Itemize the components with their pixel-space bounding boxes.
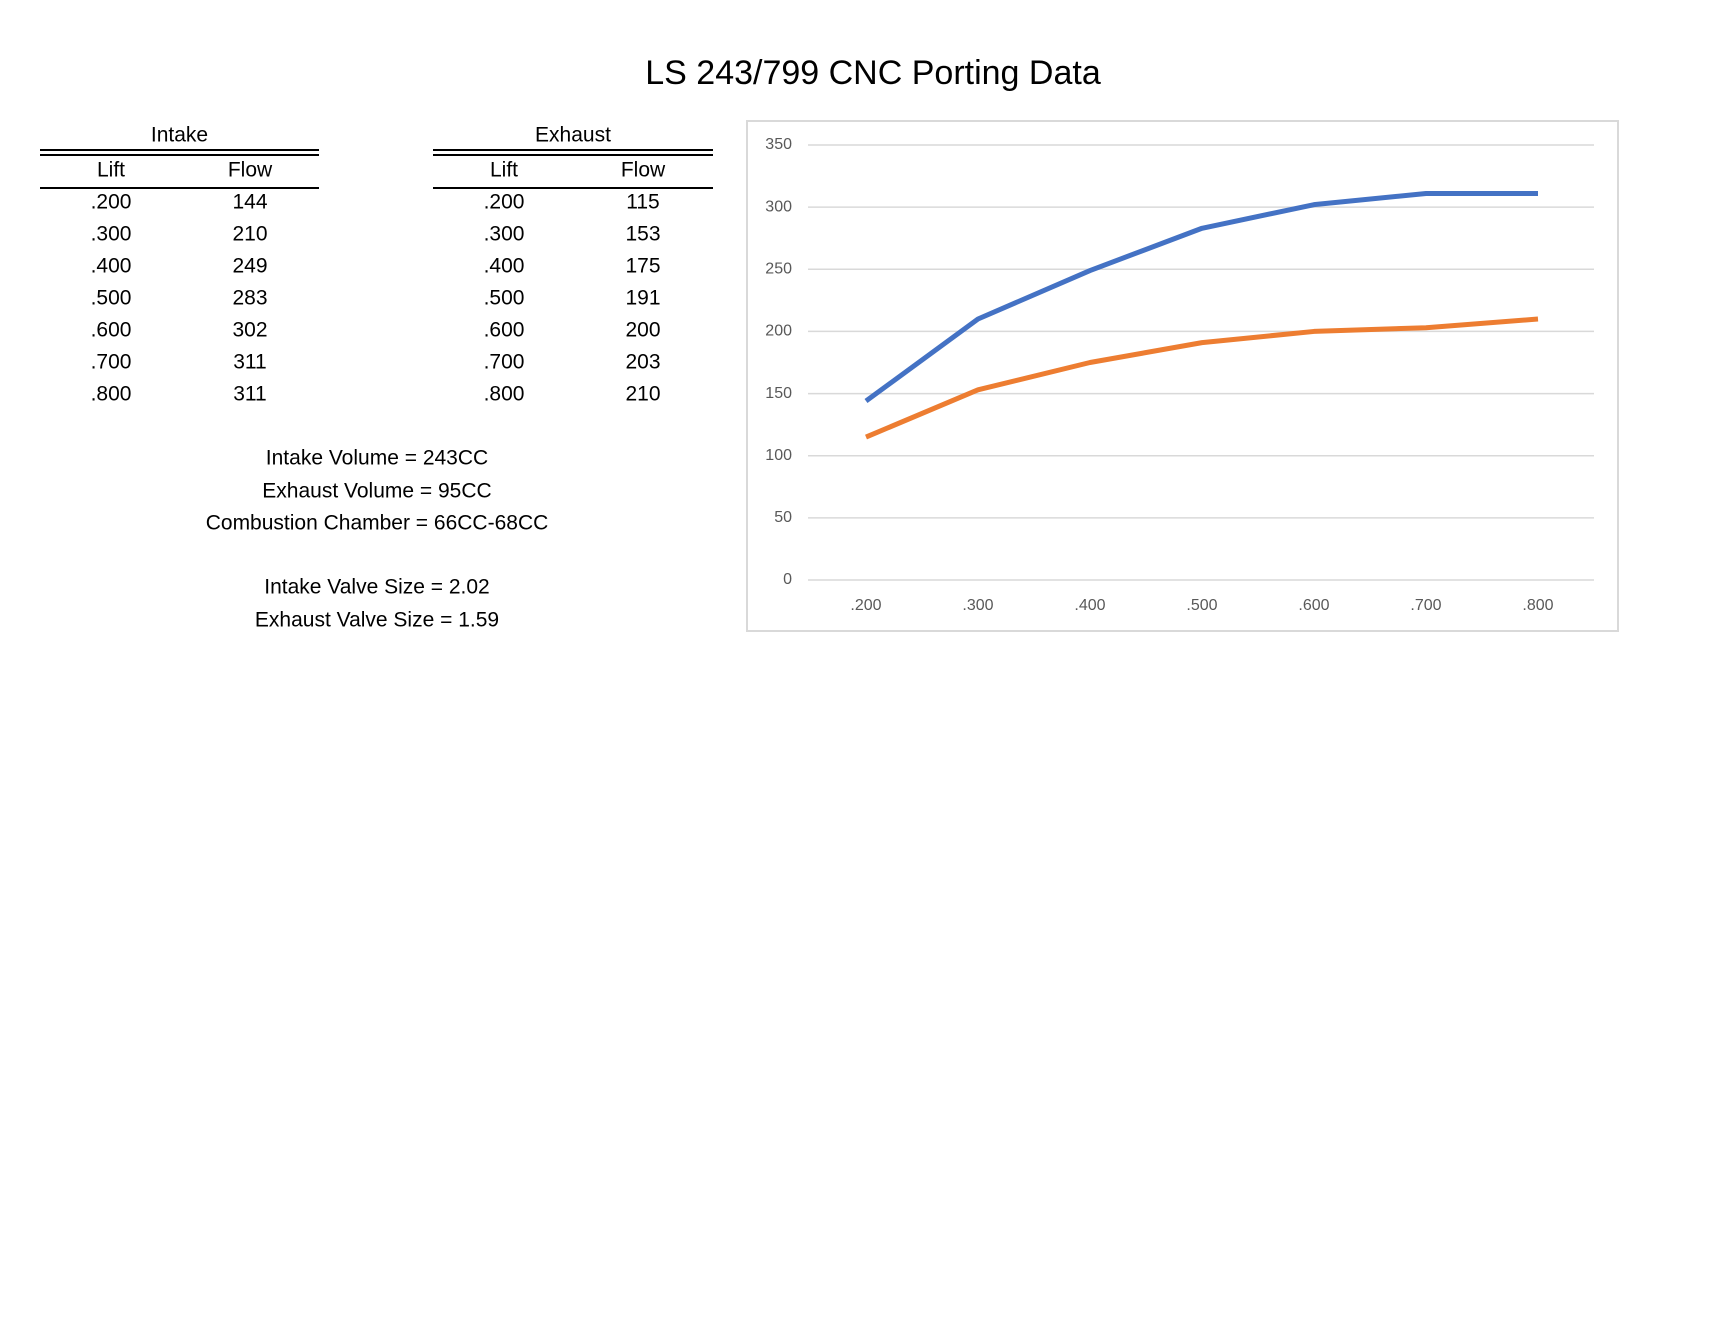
table-cell: 144 <box>232 191 267 214</box>
table-cell: 210 <box>625 383 660 406</box>
table-cell: 203 <box>625 351 660 374</box>
y-tick-label: 150 <box>765 385 792 402</box>
column-header: Lift <box>490 159 518 182</box>
column-header: Flow <box>621 159 666 182</box>
table-cell: .200 <box>91 191 132 214</box>
table-cell: 311 <box>233 351 266 374</box>
table-cell: 200 <box>625 319 660 342</box>
table-cell: .800 <box>484 383 525 406</box>
note: Exhaust Volume = 95CC <box>262 480 491 503</box>
series-line <box>865 316 1539 440</box>
x-tick-label: .600 <box>1298 597 1329 614</box>
note: Combustion Chamber = 66CC-68CC <box>206 512 549 535</box>
table-cell: 311 <box>233 383 266 406</box>
table-cell: 153 <box>625 223 660 246</box>
x-tick-label: .700 <box>1410 597 1441 614</box>
table-cell: .800 <box>91 383 132 406</box>
table-cell: 249 <box>232 255 267 278</box>
table-cell: 210 <box>232 223 267 246</box>
table-title: Intake <box>151 124 208 147</box>
y-tick-label: 350 <box>765 136 792 153</box>
series-line <box>864 190 1538 404</box>
table-cell: .500 <box>91 287 132 310</box>
y-tick-label: 250 <box>765 261 792 278</box>
table-cell: .600 <box>91 319 132 342</box>
chart-frame <box>746 120 1619 632</box>
y-tick-label: 100 <box>765 447 792 464</box>
note: Intake Valve Size = 2.02 <box>264 576 490 599</box>
table-cell: .300 <box>91 223 132 246</box>
page-title: LS 243/799 CNC Porting Data <box>645 54 1101 92</box>
table-cell: .700 <box>91 351 132 374</box>
x-tick-label: .400 <box>1074 597 1105 614</box>
table-cell: .700 <box>484 351 525 374</box>
y-tick-label: 50 <box>774 509 792 526</box>
x-tick-label: .200 <box>850 597 881 614</box>
note: Intake Volume = 243CC <box>266 447 488 470</box>
table-cell: .600 <box>484 319 525 342</box>
table-title: Exhaust <box>535 124 611 147</box>
y-tick-label: 0 <box>783 571 792 588</box>
y-tick-label: 200 <box>765 323 792 340</box>
column-header: Flow <box>228 159 273 182</box>
table-cell: .400 <box>484 255 525 278</box>
table-cell: .400 <box>91 255 132 278</box>
table-cell: 283 <box>232 287 267 310</box>
column-header: Lift <box>97 159 125 182</box>
x-tick-label: .500 <box>1186 597 1217 614</box>
y-tick-label: 300 <box>765 198 792 215</box>
table-cell: 115 <box>626 191 659 214</box>
table-cell: 175 <box>625 255 660 278</box>
x-tick-label: .800 <box>1522 597 1553 614</box>
x-tick-label: .300 <box>962 597 993 614</box>
table-cell: 302 <box>232 319 267 342</box>
note: Exhaust Valve Size = 1.59 <box>255 609 499 632</box>
table-cell: 191 <box>625 287 660 310</box>
table-cell: .500 <box>484 287 525 310</box>
table-cell: .300 <box>484 223 525 246</box>
table-cell: .200 <box>484 191 525 214</box>
